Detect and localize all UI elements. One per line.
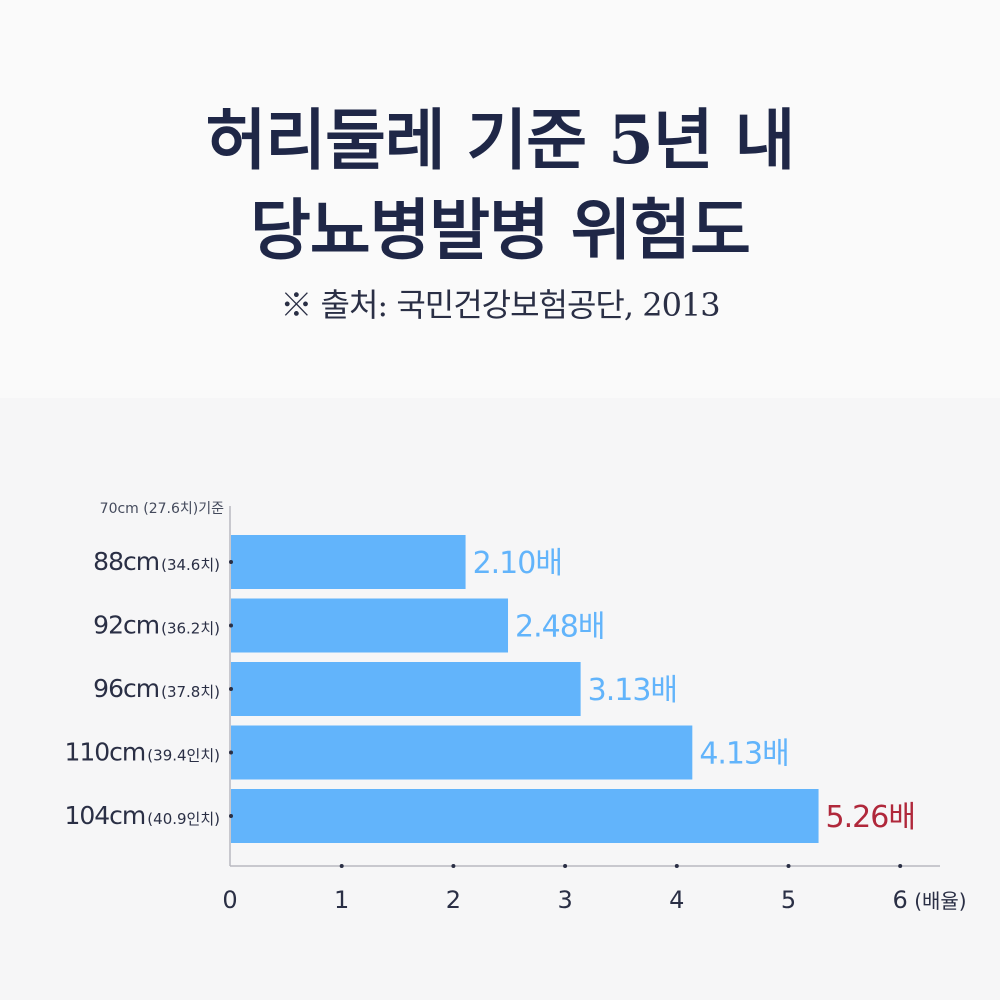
bar — [231, 789, 819, 843]
category-sub: (37.8치) — [161, 683, 220, 701]
category-tick-dot — [229, 687, 233, 691]
x-tick-dot — [786, 864, 791, 868]
x-tick-label: 4 — [669, 886, 684, 914]
category-tick-dot — [229, 560, 233, 564]
value-label: 4.13배 — [699, 737, 788, 772]
x-tick-dot — [451, 864, 456, 868]
bar — [231, 535, 466, 589]
bar — [231, 598, 509, 653]
category-sub: (40.9인치) — [147, 810, 220, 828]
category-tick-dot — [229, 814, 233, 818]
category-label: 110cm (39.4인치) — [64, 738, 220, 767]
value-label: 2.48배 — [515, 610, 604, 645]
x-tick-label: 2 — [446, 886, 461, 914]
category-tick-dot — [229, 623, 233, 628]
bar-chart: 70cm (27.6치)기준 88cm (34.6치) 2.10배 92cm (36.2치… — [64, 501, 966, 914]
value-label: 2.10배 — [473, 546, 562, 581]
page-title-line-1: 허리둘레 기준 5년 내 — [205, 101, 796, 179]
category-sub: (34.6치) — [161, 556, 220, 574]
category-label: 104cm (40.9인치) — [64, 801, 220, 830]
x-tick-dot — [563, 864, 568, 868]
baseline-label: 70cm (27.6치)기준 — [100, 501, 224, 517]
category-main: 96cm — [93, 674, 159, 703]
value-label: 3.13배 — [588, 673, 677, 708]
category-tick-dot — [229, 750, 233, 755]
category-sub: (39.4인치) — [147, 747, 220, 765]
x-unit-label: (배율) — [914, 889, 966, 913]
bar — [231, 725, 693, 780]
value-label: 5.26배 — [826, 800, 915, 835]
x-tick-label: 3 — [557, 886, 572, 914]
bar — [231, 662, 581, 716]
page-title-line-2: 당뇨병발병 위험도 — [250, 191, 751, 269]
x-tick-label: 6 — [893, 886, 908, 914]
x-tick-dot — [674, 864, 679, 868]
category-main: 88cm — [93, 547, 159, 576]
chart-area: 70cm (27.6치)기준 88cm (34.6치) 2.10배 92cm (36.2치… — [0, 398, 1000, 1000]
category-sub: (36.2치) — [161, 620, 220, 638]
source-note: ※ 출처: 국민건강보험공단, 2013 — [280, 286, 720, 324]
category-main: 110cm — [64, 738, 145, 767]
category-main: 92cm — [93, 611, 159, 640]
category-main: 104cm — [64, 801, 145, 830]
header-section: 허리둘레 기준 5년 내 당뇨병발병 위험도 ※ 출처: 국민건강보험공단, 2… — [0, 0, 1000, 398]
category-label: 88cm (34.6치) — [93, 547, 220, 576]
category-label: 92cm (36.2치) — [93, 611, 220, 640]
x-tick-label: 0 — [222, 886, 237, 914]
x-tick-dot — [339, 864, 344, 868]
x-tick-label: 5 — [781, 886, 796, 914]
x-tick-label: 1 — [334, 886, 349, 914]
category-label: 96cm (37.8치) — [93, 674, 220, 703]
x-tick-dot — [898, 864, 903, 868]
